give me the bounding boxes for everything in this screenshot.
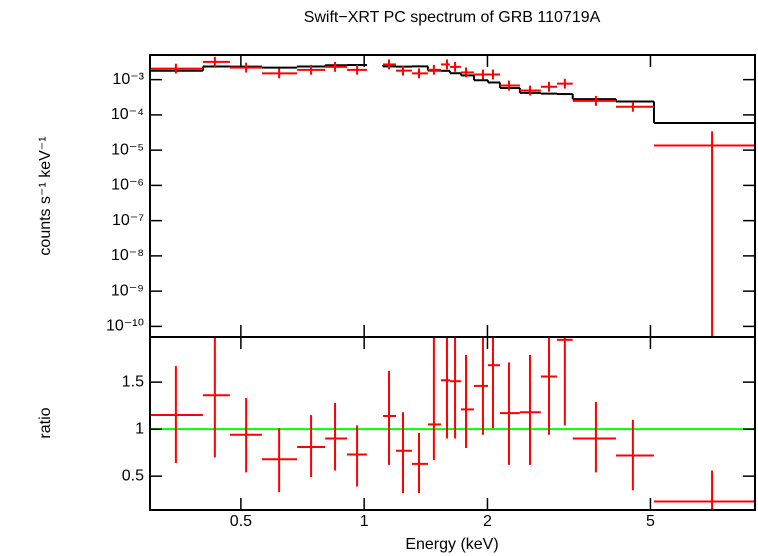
axes: 10⁻³ 10⁻⁴ 10⁻⁵ 10⁻⁶ 10⁻⁷ 10⁻⁸ 10⁻⁹ 10⁻¹⁰ 0.5 1 1.5… [106,54,756,530]
y-axis-label: counts s⁻¹ keV⁻¹ [37,136,54,255]
top-plot [150,56,755,337]
y-tick-label: 10⁻³ [112,71,144,88]
x-axis-label: Energy (keV) [405,536,498,553]
y-tick-label: 10⁻⁹ [111,282,144,299]
x-tick-label: 1 [360,513,369,530]
chart-title: Swift−XRT PC spectrum of GRB 110719A [304,9,601,26]
y-axis-label: ratio [37,407,54,438]
y-tick-label: 1 [135,420,144,437]
x-tick-label: 2 [483,513,492,530]
y-tick-label: 10⁻⁵ [111,141,144,158]
y-tick-label: 10⁻⁶ [111,177,144,194]
bottom-plot [150,337,755,510]
y-tick-label: 10⁻⁸ [111,247,144,264]
plot-frame [149,336,756,511]
x-tick-label: 5 [646,513,655,530]
y-tick-label: 0.5 [122,467,144,484]
y-tick-label: 1.5 [122,373,144,390]
y-tick-label: 10⁻¹⁰ [106,318,144,335]
y-tick-label: 10⁻⁷ [112,212,144,229]
y-tick-label: 10⁻⁴ [111,106,144,123]
x-tick-label: 0.5 [230,513,252,530]
plot-frame [149,54,756,338]
